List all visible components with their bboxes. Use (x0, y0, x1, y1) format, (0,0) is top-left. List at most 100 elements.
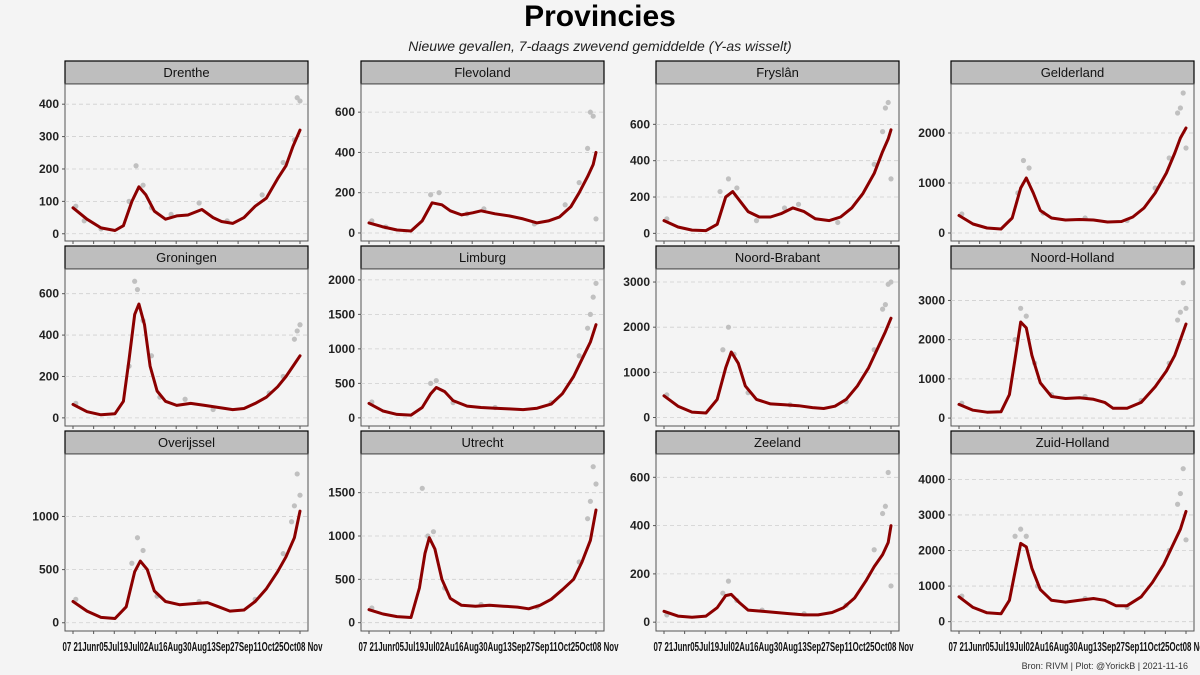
x-tick-label: 07 21Junr05Jul19Jul02Au16Aug30Aug13Sep27… (359, 639, 619, 654)
y-tick-label: 200 (335, 186, 355, 200)
data-point (182, 396, 188, 402)
series-line (367, 150, 598, 233)
data-point (795, 201, 802, 207)
y-tick-label: 400 (39, 97, 59, 111)
data-point (1174, 110, 1181, 116)
data-point (584, 145, 591, 152)
y-tick-label: 0 (643, 615, 650, 629)
data-point (1026, 165, 1032, 171)
data-point (720, 347, 726, 353)
data-point (1183, 305, 1189, 311)
y-tick-label: 100 (39, 194, 59, 208)
data-point (129, 560, 135, 566)
facet-panel: Groningen 0 200 400 600 (39, 245, 309, 429)
data-point (587, 498, 593, 504)
facet-panel: Limburg 0 500 1000 1500 2000 (328, 245, 605, 429)
y-tick-label: 2000 (918, 544, 945, 558)
facet-strip-label: Groningen (156, 250, 217, 265)
x-tick-label: 07 21Junr05Jul19Jul02Au16Aug30Aug13Sep27… (949, 639, 1200, 654)
data-point (419, 485, 425, 491)
facet-panel: Drenthe 0 100 200 300 400 (39, 60, 309, 244)
data-point (1183, 145, 1189, 151)
y-tick-label: 3000 (918, 293, 945, 307)
source-caption: Bron: RIVM | Plot: @YorickB | 2021-11-16 (1021, 661, 1188, 671)
chart-subtitle: Nieuwe gevallen, 7-daags zwevend gemidde… (408, 38, 792, 54)
data-point (428, 380, 434, 386)
series-line (367, 508, 598, 619)
chart-title: Provincies (524, 0, 676, 33)
series-line (71, 128, 302, 232)
data-point (882, 105, 888, 111)
data-point (259, 192, 265, 198)
facet-strip-label: Overijssel (158, 435, 215, 450)
plot-area (360, 83, 605, 242)
data-point (297, 98, 303, 104)
facet-strip-label: Noord-Brabant (735, 250, 821, 265)
facet-panel: Gelderland 0 1000 2000 (918, 60, 1195, 244)
data-point (436, 190, 442, 196)
data-point (879, 306, 886, 312)
series-line (957, 126, 1188, 231)
y-tick-label: 600 (335, 105, 355, 119)
y-tick-label: 1500 (328, 486, 355, 500)
y-tick-label: 0 (643, 410, 650, 424)
plot-area (360, 268, 605, 427)
data-point (781, 205, 788, 211)
data-point (1174, 317, 1181, 323)
data-point (134, 535, 141, 541)
data-point (196, 200, 202, 206)
facet-strip-label: Drenthe (163, 65, 209, 80)
y-tick-label: 0 (348, 616, 355, 630)
plot-area (64, 83, 309, 242)
data-point (590, 113, 596, 119)
data-point (1180, 90, 1186, 96)
y-tick-label: 200 (39, 369, 59, 383)
series-line (957, 320, 1188, 414)
data-point (1177, 490, 1183, 497)
x-tick-label: 07 21Junr05Jul19Jul02Au16Aug30Aug13Sep27… (654, 639, 914, 654)
y-tick-label: 0 (938, 226, 945, 240)
series-line (71, 509, 302, 620)
data-point (882, 302, 888, 308)
data-point (280, 159, 286, 166)
data-point (590, 294, 596, 300)
y-tick-label: 400 (630, 519, 650, 533)
y-tick-label: 0 (52, 411, 59, 425)
facet-strip-label: Limburg (459, 250, 506, 265)
data-point (562, 202, 568, 208)
y-tick-label: 500 (335, 572, 355, 586)
y-tick-label: 200 (630, 190, 650, 204)
y-tick-label: 400 (335, 145, 355, 159)
data-point (725, 578, 732, 584)
data-point (888, 176, 894, 182)
plot-area (64, 268, 309, 427)
y-tick-label: 3000 (623, 275, 650, 289)
series-line (662, 524, 893, 619)
data-point (1018, 305, 1024, 311)
y-tick-label: 300 (39, 130, 59, 144)
data-point (133, 163, 139, 169)
y-tick-label: 0 (52, 616, 59, 630)
y-tick-label: 1000 (32, 509, 59, 523)
facet-panel: Noord-Holland 0 1000 2000 3000 (918, 245, 1195, 429)
data-point (587, 109, 593, 115)
data-point (1023, 533, 1029, 539)
facet-panel: Zeeland 0 200 400 600 07 21Junr05Jul19Jul02Au… (630, 430, 914, 654)
data-point (720, 590, 726, 596)
facet-strip-label: Gelderland (1041, 65, 1105, 80)
y-tick-label: 200 (630, 567, 650, 581)
series-line (662, 316, 893, 415)
facet-panel: Utrecht 0 500 1000 1500 07 21Junr05Jul19Jul02… (328, 430, 619, 654)
plot-area (950, 83, 1195, 242)
y-tick-label: 600 (630, 117, 650, 131)
data-point (1183, 537, 1189, 543)
data-point (576, 180, 582, 186)
y-tick-label: 2000 (918, 126, 945, 140)
facet-strip-label: Zeeland (754, 435, 801, 450)
plot-area (950, 453, 1195, 632)
data-point (835, 219, 841, 226)
data-point (1018, 526, 1024, 532)
y-tick-label: 400 (630, 154, 650, 168)
data-point (888, 279, 894, 285)
y-tick-label: 2000 (918, 333, 945, 347)
